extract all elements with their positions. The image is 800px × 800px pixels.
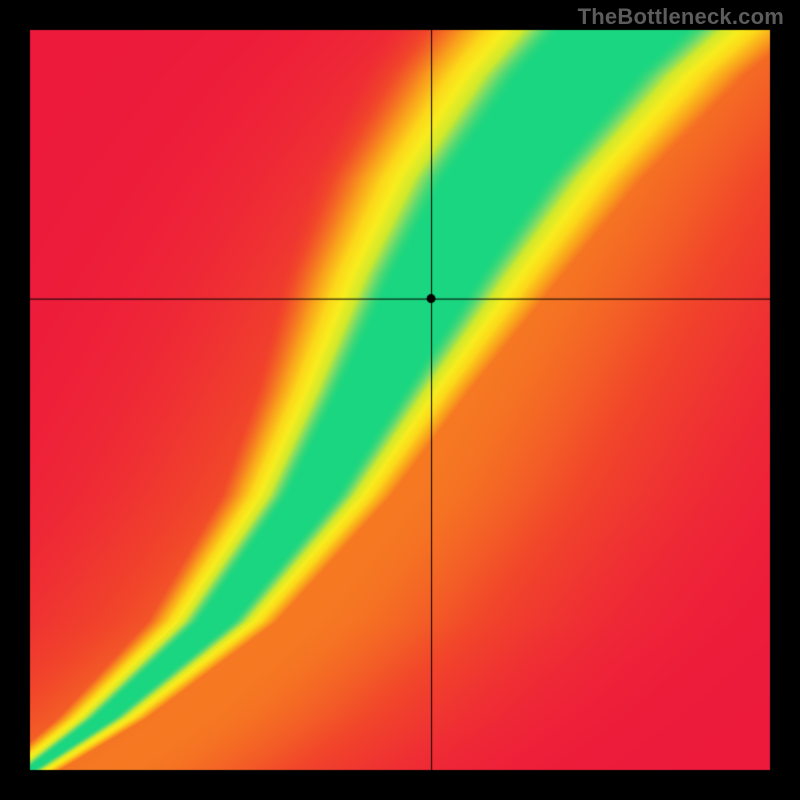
bottleneck-heatmap — [0, 0, 800, 800]
chart-container: TheBottleneck.com — [0, 0, 800, 800]
watermark-text: TheBottleneck.com — [578, 4, 784, 30]
